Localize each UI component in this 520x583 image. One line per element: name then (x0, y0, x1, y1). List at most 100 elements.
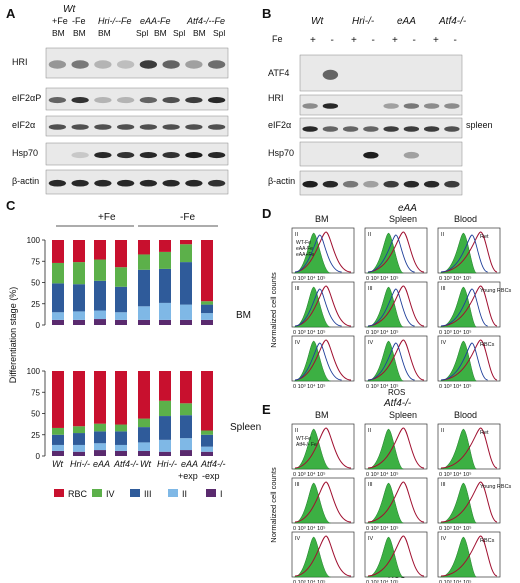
bar-segment-i (73, 451, 85, 456)
blot-band (207, 97, 226, 104)
histogram-stage-label: III (441, 482, 446, 488)
histogram-population-label: RBCs (480, 342, 495, 348)
bar-segment-iv (73, 426, 85, 434)
y-tick-label: 75 (31, 388, 40, 397)
bar-segment-i (52, 319, 64, 325)
bar-segment-ii (73, 311, 85, 320)
bar-segment-rbc (180, 240, 192, 245)
legend-swatch (168, 489, 178, 497)
panel-d: D eAA BM Spleen Blood Normalized cell co… (262, 203, 512, 397)
blot-band (48, 179, 67, 187)
blot-strip (299, 117, 463, 139)
legend-swatch (54, 489, 64, 497)
fe-sign: + (433, 35, 439, 46)
histogram-green (293, 428, 331, 470)
bar-segment-iii (52, 434, 64, 445)
histogram-red (367, 535, 425, 577)
panel-e-ylabel: Normalized cell counts (269, 467, 278, 543)
bar-segment-iv (201, 301, 213, 305)
bar-segment-iii (201, 434, 213, 447)
bar-segment-i (94, 319, 106, 325)
histogram-population-label: RBCs (480, 538, 495, 544)
panel-a-group-4: eAA-Fe (140, 16, 171, 26)
histogram-green (439, 428, 477, 470)
panel-e: E Atf4-/- BM Spleen Blood Normalized cel… (262, 398, 512, 583)
fe-sign: - (413, 35, 416, 46)
y-tick-label: 25 (31, 431, 40, 440)
panel-e-col-blood: Blood (454, 410, 477, 420)
histogram-red (367, 231, 425, 273)
panel-b-fe-signs: + - + - + - + - (310, 35, 457, 46)
blot-band (207, 179, 226, 187)
bar-segment-i (94, 450, 106, 456)
histogram-red (367, 427, 425, 469)
blot-band (116, 60, 135, 69)
blot-band (94, 97, 112, 104)
histogram-stage-label: II (368, 232, 372, 238)
panel-a-tissue-4: Spl (136, 28, 148, 38)
blot-band (403, 151, 420, 159)
panel-d-col-spleen: Spleen (389, 214, 417, 224)
histogram-legend-entry: eAA-Fe (296, 246, 313, 252)
panel-d-col-blood: Blood (454, 214, 477, 224)
bar-segment-rbc (94, 371, 106, 424)
bar-segment-iii (94, 431, 106, 444)
blot-band (185, 124, 203, 130)
histogram-stage-label: III (368, 286, 373, 292)
panel-b-group-wt: Wt (311, 16, 324, 27)
bar-segment-iii (94, 280, 106, 311)
histogram-population-label: Ret (480, 430, 489, 436)
bar-segment-iv (159, 400, 171, 417)
blot-band (71, 152, 89, 159)
bar-segment-iv (138, 418, 150, 428)
panel-a: A Wt +Fe -Fe Hri-/--Fe eAA-Fe Atf4-/--Fe… (6, 4, 229, 195)
blot-strip (45, 87, 229, 111)
histogram-green (439, 482, 477, 524)
histogram-tick-labels: 0 10³ 10⁴ 10⁵ (293, 579, 325, 583)
panel-e-title: Atf4-/- (383, 398, 412, 409)
blot-band (444, 103, 460, 109)
panel-a-group-2: -Fe (72, 16, 86, 26)
bar-segment-ii (73, 444, 85, 452)
histogram-green (366, 482, 404, 524)
bar-segment-iii (180, 262, 192, 305)
bar-segment-rbc (73, 240, 85, 263)
panel-c-fe-minus: -Fe (180, 212, 195, 223)
panel-b-row-actin: β-actin (268, 176, 295, 186)
blot-band (322, 103, 339, 109)
bar-segment-ii (115, 444, 127, 451)
histogram-blue (440, 342, 488, 381)
bar-segment-iv (115, 424, 127, 432)
histogram-red (367, 481, 425, 523)
bar-segment-i (201, 319, 213, 325)
blot-band (162, 179, 180, 187)
histogram-red (294, 285, 352, 327)
blot-band (185, 152, 203, 159)
bar-segment-iii (52, 283, 64, 313)
panel-b-row-eif2a: eIF2α (268, 120, 291, 130)
bar-segment-rbc (138, 240, 150, 255)
blot-strip (299, 141, 463, 167)
bar-segment-rbc (138, 371, 150, 419)
histogram-red (440, 481, 498, 523)
bar-segment-rbc (52, 240, 64, 263)
bar-segment-iii (73, 284, 85, 312)
fe-sign: + (310, 35, 316, 46)
bar-segment-ii (201, 313, 213, 320)
blot-band (139, 179, 158, 187)
histogram-blue (440, 234, 488, 273)
bar-segment-rbc (201, 371, 213, 431)
legend-swatch (206, 489, 216, 497)
legend-label: RBC (68, 489, 88, 499)
panel-c-xlabel-2: Hri-/- (70, 459, 90, 469)
bar-segment-iii (159, 268, 171, 303)
fe-sign: - (454, 35, 457, 46)
bar-segment-iii (138, 427, 150, 443)
histogram-blue (367, 234, 415, 273)
histogram-green (293, 482, 331, 524)
blot-band (363, 126, 379, 132)
histogram-tick-labels: 0 10³ 10⁴ 10⁵ (293, 329, 325, 336)
bar-segment-iv (52, 427, 64, 435)
panel-a-row-eif2a: eIF2α (12, 120, 35, 130)
panel-a-group-1: +Fe (52, 16, 68, 26)
